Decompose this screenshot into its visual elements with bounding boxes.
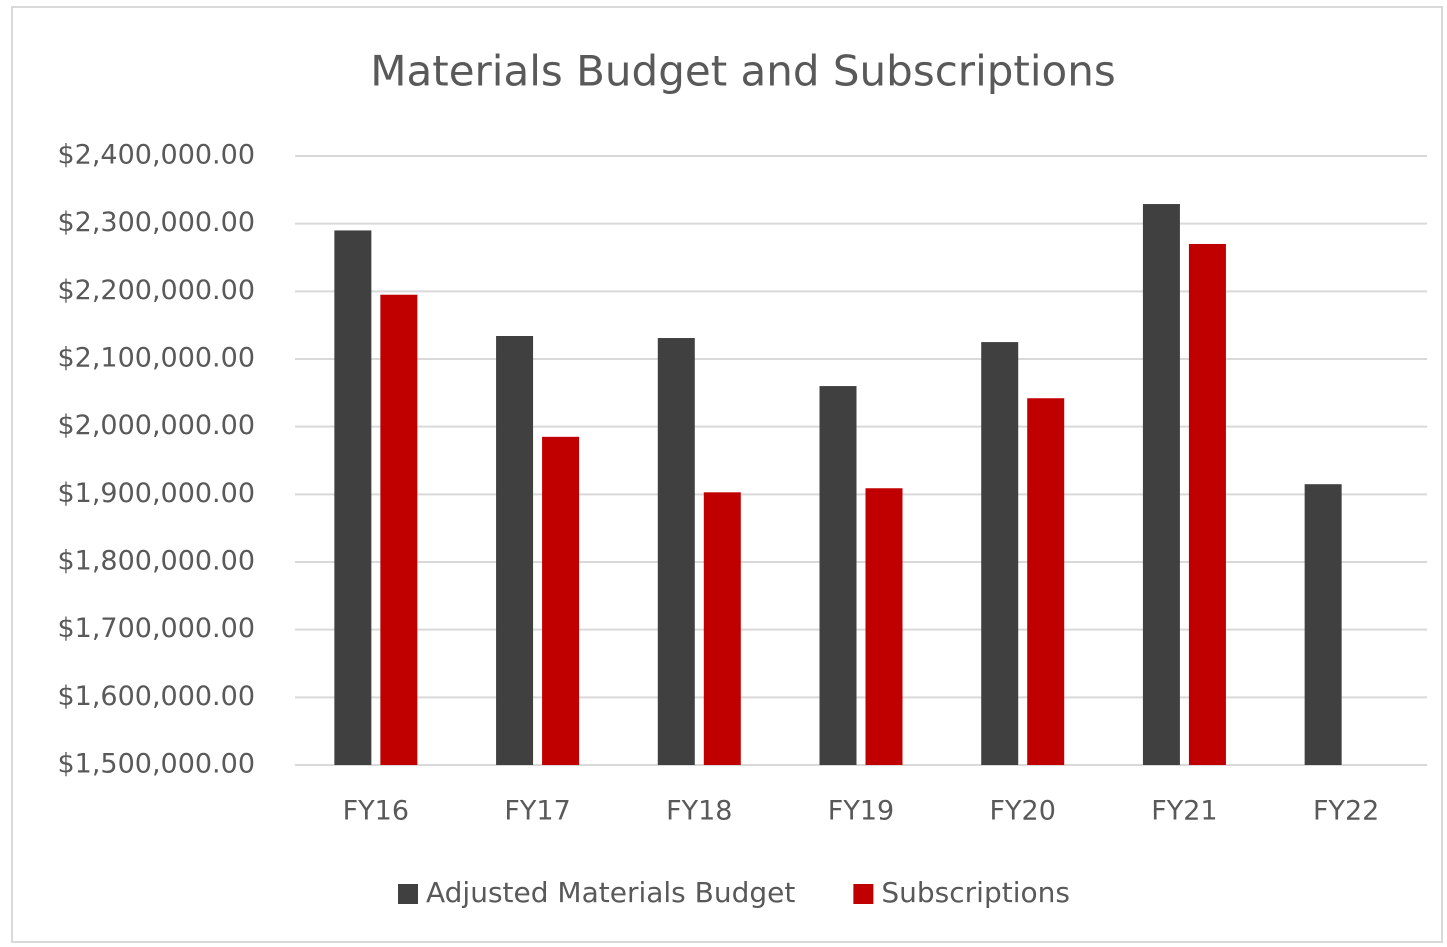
y-tick-label: $2,400,000.00 bbox=[57, 140, 255, 171]
bar bbox=[334, 230, 372, 765]
bar bbox=[1027, 398, 1065, 765]
bar bbox=[819, 386, 857, 765]
y-tick-label: $1,500,000.00 bbox=[57, 749, 255, 780]
bar bbox=[380, 294, 418, 765]
bar bbox=[496, 335, 534, 765]
x-tick-label: FY16 bbox=[343, 796, 409, 827]
y-tick-label: $2,000,000.00 bbox=[57, 410, 255, 441]
y-tick-label: $1,800,000.00 bbox=[57, 546, 255, 577]
y-tick-label: $1,900,000.00 bbox=[57, 478, 255, 509]
bar bbox=[1304, 484, 1342, 765]
bar bbox=[703, 492, 741, 765]
legend-swatch bbox=[853, 884, 874, 904]
y-tick-label: $2,100,000.00 bbox=[57, 343, 255, 374]
bar bbox=[1188, 243, 1226, 765]
legend-label: Subscriptions bbox=[881, 876, 1070, 909]
x-tick-label: FY21 bbox=[1151, 796, 1217, 827]
x-tick-label: FY17 bbox=[504, 796, 570, 827]
y-tick-label: $1,700,000.00 bbox=[57, 613, 255, 644]
x-tick-label: FY22 bbox=[1313, 796, 1379, 827]
x-tick-label: FY19 bbox=[828, 796, 894, 827]
x-tick-label: FY18 bbox=[666, 796, 732, 827]
y-tick-label: $2,200,000.00 bbox=[57, 275, 255, 306]
bar bbox=[657, 338, 695, 765]
x-tick-label: FY20 bbox=[990, 796, 1056, 827]
legend-label: Adjusted Materials Budget bbox=[426, 876, 795, 909]
bar bbox=[981, 342, 1019, 765]
chart-title: Materials Budget and Subscriptions bbox=[370, 47, 1115, 96]
bar bbox=[1142, 204, 1180, 765]
bar bbox=[865, 488, 903, 765]
y-tick-label: $1,600,000.00 bbox=[57, 681, 255, 712]
legend-swatch bbox=[398, 884, 418, 904]
y-tick-label: $2,300,000.00 bbox=[57, 207, 255, 238]
bar bbox=[542, 436, 580, 765]
